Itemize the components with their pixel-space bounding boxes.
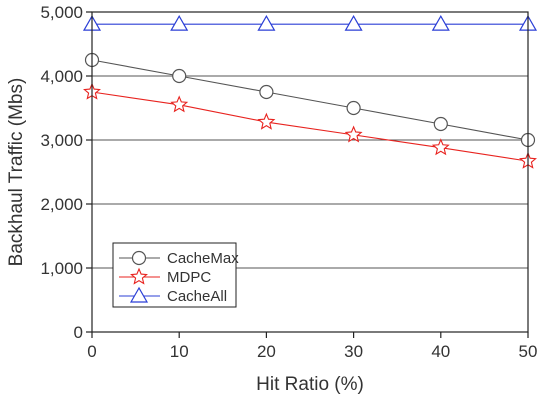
data-point-triangle (170, 14, 189, 31)
data-point-triangle (431, 14, 450, 31)
plot-area-frame (91, 11, 529, 333)
legend-marker-triangle (129, 286, 149, 303)
y-tick-label: 0 (74, 323, 83, 342)
x-tick-label: 50 (519, 342, 538, 361)
series-line (91, 59, 529, 141)
data-point-triangle (257, 14, 276, 31)
x-axis-title: Hit Ratio (%) (256, 374, 364, 395)
y-tick-label: 1,000 (40, 259, 83, 278)
x-tick-label: 40 (431, 342, 450, 361)
legend-item: CacheAll (119, 286, 227, 305)
data-point-star (431, 138, 450, 156)
series-line (91, 91, 529, 162)
y-tick-label: 4,000 (40, 67, 83, 86)
y-tick-label: 5,000 (40, 3, 83, 22)
legend-item: CacheMax (119, 250, 239, 267)
legend: CacheMax MDPC CacheAll (112, 242, 239, 308)
y-tick-label: 2,000 (40, 195, 83, 214)
series-cachemax (84, 52, 536, 148)
data-point-circle (172, 68, 187, 84)
y-tick-label: 3,000 (40, 131, 83, 150)
x-tick-label: 30 (344, 342, 363, 361)
grid-lines (92, 75, 528, 269)
series-layer (82, 14, 538, 169)
legend-label: MDPC (167, 269, 211, 286)
series-cacheall (82, 14, 538, 31)
data-point-triangle (344, 14, 363, 31)
y-axis-title: Backhaul Traffic (Mbs) (6, 78, 27, 267)
axis-ticks: 0 1,000 2,000 3,000 4,000 5,000 0 10 20 30 40 50 (40, 3, 537, 361)
data-point-star (257, 112, 276, 130)
data-point-circle (346, 100, 361, 116)
x-tick-label: 0 (87, 342, 96, 361)
legend-item: MDPC (119, 267, 211, 286)
legend-label: CacheMax (167, 250, 239, 267)
data-point-star (344, 125, 363, 143)
series-mdpc (83, 82, 537, 169)
legend-marker-circle (131, 250, 147, 266)
data-point-star (170, 95, 189, 113)
x-tick-label: 10 (170, 342, 189, 361)
data-point-circle (259, 84, 274, 100)
data-point-circle (433, 116, 448, 132)
legend-marker-star (130, 267, 148, 285)
x-tick-label: 20 (257, 342, 276, 361)
legend-label: CacheAll (167, 288, 227, 305)
